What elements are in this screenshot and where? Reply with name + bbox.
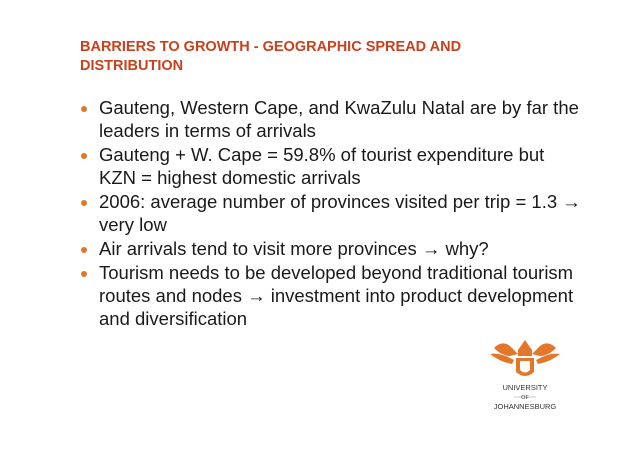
logo-line3: JOHANNESBURG — [494, 402, 557, 411]
university-logo: UNIVERSITY OF JOHANNESBURG — [490, 340, 560, 411]
logo-shield — [520, 361, 530, 373]
bullet: Gauteng + W. Cape = 59.8% of tourist exp… — [99, 143, 581, 189]
bullet-list: Gauteng, Western Cape, and KwaZulu Natal… — [80, 96, 581, 331]
slide-title: BARRIERS TO GROWTH - GEOGRAPHIC SPREAD A… — [80, 39, 462, 74]
bullet: Air arrivals tend to visit more province… — [99, 237, 581, 260]
logo-line2: OF — [521, 395, 529, 401]
bullet: 2006: average number of provinces visite… — [99, 190, 581, 236]
logo-line1: UNIVERSITY — [502, 383, 547, 392]
bullet: Tourism needs to be developed beyond tra… — [99, 261, 581, 330]
bullet: Gauteng, Western Cape, and KwaZulu Natal… — [99, 96, 581, 142]
